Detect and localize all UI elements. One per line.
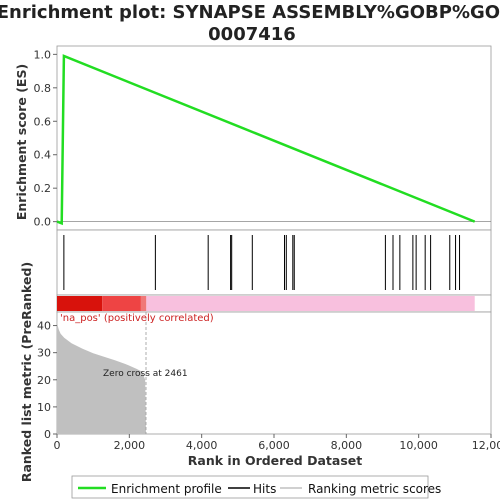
metric-x-ticks: 0 2,000 4,000 6,000 8,000 10,000 12,000 xyxy=(54,434,500,452)
es-y-tick-label: 0.2 xyxy=(34,182,52,195)
ranking-metric-area xyxy=(57,312,146,434)
legend-enrichment-label: Enrichment profile xyxy=(111,482,222,496)
metric-panel: 0 10 20 30 40 0 2,000 4,000 6,000 8,000 10,000 12,… xyxy=(19,262,500,482)
metric-x-tick-label: 10,000 xyxy=(399,439,438,452)
heatmap-segment xyxy=(140,296,147,311)
metric-y-tick-label: 40 xyxy=(37,320,51,333)
es-y-ticks: 0.0 0.2 0.4 0.6 0.8 1.0 xyxy=(34,48,57,229)
metric-x-tick-label: 4,000 xyxy=(186,439,218,452)
heatmap-panel xyxy=(56,294,492,313)
heatmap-segment xyxy=(102,296,141,311)
heatmap-segment xyxy=(57,296,103,311)
metric-x-tick-label: 6,000 xyxy=(258,439,290,452)
metric-y-tick-label: 10 xyxy=(37,401,51,414)
legend-frame xyxy=(71,475,429,499)
es-y-tick-label: 0.0 xyxy=(34,216,52,229)
na-pos-annotation: 'na_pos' (positively correlated) xyxy=(60,313,214,324)
chart-title-line2: 0007416 xyxy=(208,24,296,45)
heatmap-segments xyxy=(57,296,475,311)
es-y-tick-label: 1.0 xyxy=(34,48,52,61)
legend-ranking-label: Ranking metric scores xyxy=(308,482,441,496)
hits-panel xyxy=(56,229,492,296)
metric-y-tick-label: 30 xyxy=(37,347,51,360)
zero-cross-annotation: Zero cross at 2461 xyxy=(103,369,188,379)
legend: Enrichment profile Hits Ranking metric s… xyxy=(71,475,441,499)
metric-x-tick-label: 8,000 xyxy=(331,439,363,452)
enrichment-profile-line xyxy=(56,54,476,226)
metric-x-tick-label: 0 xyxy=(54,439,61,452)
es-y-tick-label: 0.6 xyxy=(34,115,52,128)
metric-x-tick-label: 2,000 xyxy=(114,439,146,452)
es-y-axis-label: Enrichment score (ES) xyxy=(14,64,29,220)
es-y-tick-label: 0.8 xyxy=(34,82,52,95)
chart-title-line1: Enrichment plot: SYNAPSE ASSEMBLY%GOBP%G… xyxy=(0,2,500,23)
metric-x-tick-label: 12,000 xyxy=(472,439,500,452)
heatmap-segment xyxy=(146,296,475,311)
metric-y-axis-label: Ranked list metric (PreRanked) xyxy=(19,262,34,482)
es-panel: 0.0 0.2 0.4 0.6 0.8 1.0 Enrichment score (ES) xyxy=(14,45,492,231)
hit-lines xyxy=(63,235,461,290)
metric-y-ticks: 0 10 20 30 40 xyxy=(37,320,57,441)
metric-x-axis-label: Rank in Ordered Dataset xyxy=(188,453,362,468)
legend-hits-label: Hits xyxy=(253,482,276,496)
metric-y-tick-label: 20 xyxy=(37,374,51,387)
hits-panel-frame xyxy=(56,229,492,296)
es-y-tick-label: 0.4 xyxy=(34,149,52,162)
metric-y-tick-label: 0 xyxy=(44,428,51,441)
